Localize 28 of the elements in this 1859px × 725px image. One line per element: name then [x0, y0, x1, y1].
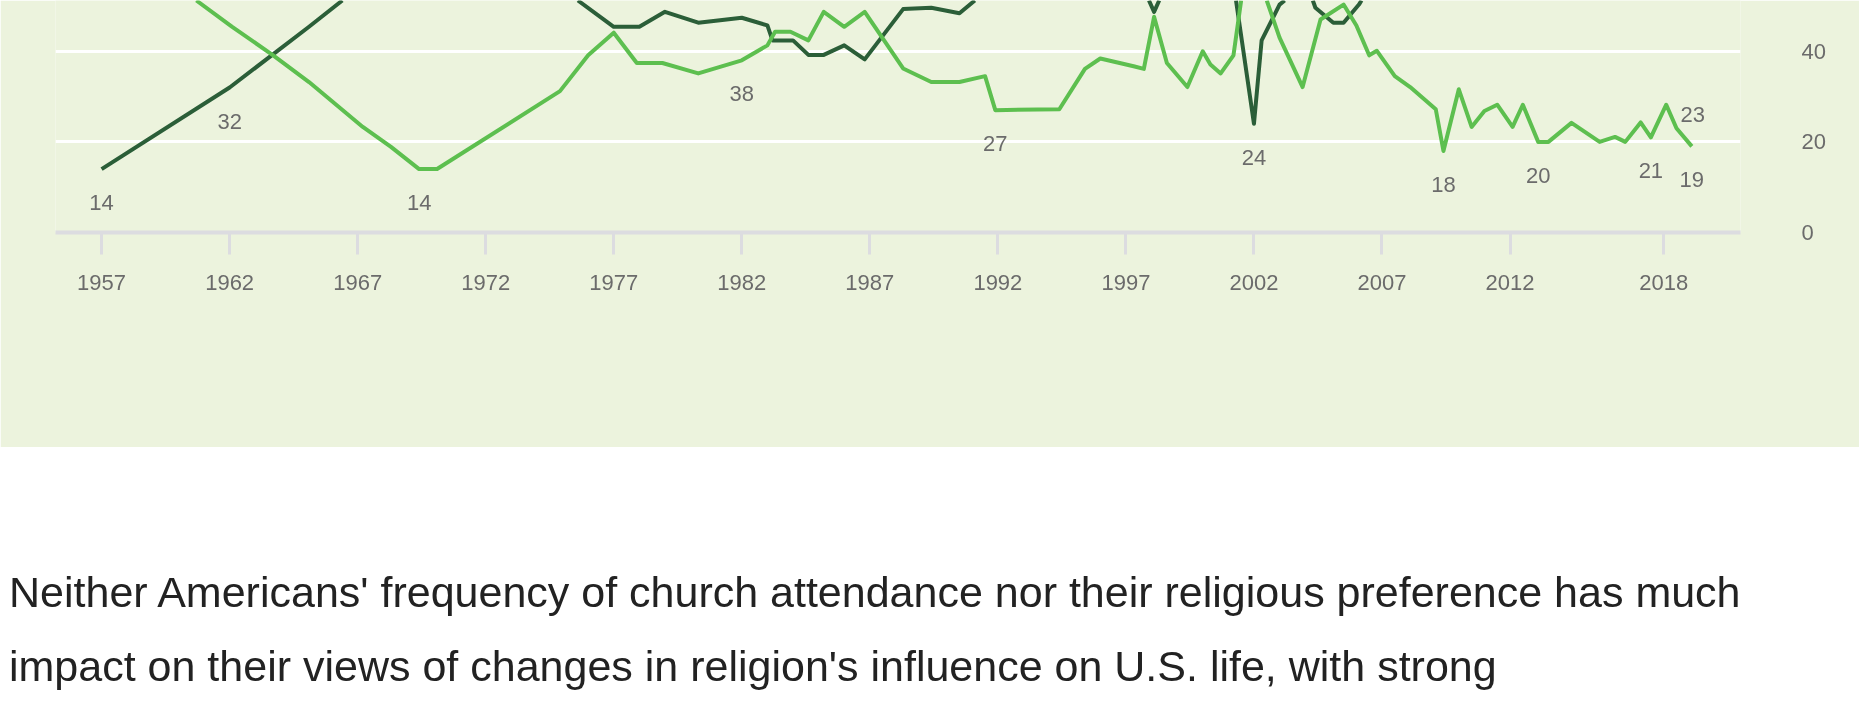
- x-tick-label: 1987: [845, 269, 895, 295]
- data-label: 18: [1431, 171, 1456, 197]
- data-label: 38: [729, 81, 755, 107]
- data-label: 19: [1679, 167, 1705, 193]
- x-tick-label: 1962: [205, 269, 255, 295]
- x-tick-label: 1992: [973, 269, 1023, 295]
- data-label: 24: [1241, 144, 1267, 170]
- data-label: 14: [406, 190, 432, 216]
- y-tick-label: 0: [1801, 220, 1814, 245]
- data-label: 20: [1525, 162, 1551, 188]
- x-tick-label: 1957: [77, 269, 127, 295]
- data-label: 21: [1638, 158, 1664, 184]
- x-tick-label: 1972: [461, 269, 511, 295]
- data-label: 14: [89, 190, 114, 216]
- x-tick-label: 1997: [1101, 269, 1151, 295]
- text: Neither Americans' frequency of church attendance nor their religious preference has much impact on their views of changes in religion's influence on U.S. life, with strong: [9, 567, 1742, 692]
- y-tick-label: 20: [1801, 129, 1826, 155]
- x-tick-label: 1967: [333, 269, 383, 295]
- x-tick-label: 1977: [589, 269, 639, 295]
- x-tick-label: 2007: [1357, 269, 1407, 295]
- x-tick-label: 1982: [717, 269, 767, 295]
- x-tick-label: 2012: [1485, 269, 1535, 295]
- data-label: 23: [1680, 102, 1705, 128]
- y-tick-label: 40: [1801, 38, 1826, 64]
- x-tick-label: 2018: [1639, 269, 1689, 295]
- x-tick-label: 2002: [1229, 269, 1279, 295]
- data-label: 27: [983, 131, 1008, 157]
- data-label: 32: [217, 108, 242, 134]
